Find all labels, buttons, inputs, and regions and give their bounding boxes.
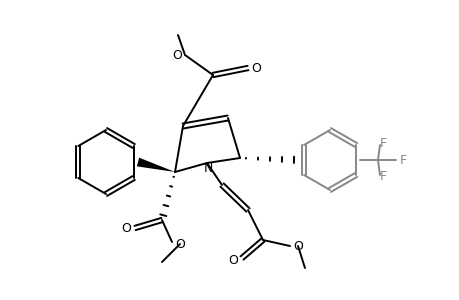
Text: O: O [292,239,302,253]
Text: O: O [175,238,185,250]
Polygon shape [136,158,174,172]
Text: F: F [398,154,406,166]
Text: F: F [379,170,386,184]
Text: F: F [379,136,386,149]
Text: O: O [172,49,182,62]
Text: N: N [203,161,212,175]
Text: O: O [228,254,237,268]
Text: O: O [251,61,260,74]
Text: O: O [121,221,131,235]
